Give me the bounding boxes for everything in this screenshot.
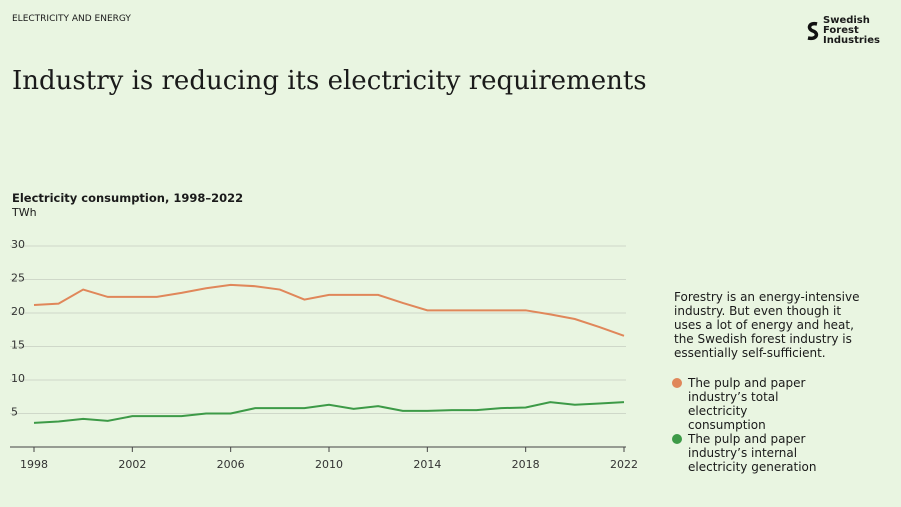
y-tick-label: 25 xyxy=(11,272,25,285)
annotation: Forestry is an energy-intensive industry… xyxy=(674,290,860,360)
chart: 5 10 15 20 25 30 1998 2002 2006 2010 2014 2018 2022 xyxy=(10,238,638,471)
legend-item: The pulp and paper industry’s total elec… xyxy=(672,376,858,432)
y-axis-label: TWh xyxy=(12,206,37,219)
logo: Swedish Forest Industries xyxy=(805,16,893,46)
legend-swatch xyxy=(672,434,682,444)
legend-label: The pulp and paper industry’s total elec… xyxy=(688,376,806,432)
legend-item: The pulp and paper industry’s internal e… xyxy=(672,432,858,474)
y-tick-label: 30 xyxy=(11,238,25,251)
x-tick-label: 2014 xyxy=(413,458,441,471)
slide-title: Industry is reducing its electricity req… xyxy=(12,66,647,96)
series-line xyxy=(33,401,625,424)
x-tick-label: 2018 xyxy=(512,458,540,471)
legend-label: The pulp and paper industry’s internal e… xyxy=(688,432,817,474)
y-tick-label: 5 xyxy=(11,406,18,419)
chart-title: Electricity consumption, 1998–2022 xyxy=(12,191,244,205)
y-tick-label: 15 xyxy=(11,339,25,352)
y-tick-label: 20 xyxy=(11,305,25,318)
x-tick-label: 2006 xyxy=(217,458,245,471)
x-tick-label: 2002 xyxy=(118,458,146,471)
series-line xyxy=(33,283,625,337)
legend-swatch xyxy=(672,378,682,388)
logo-text: Swedish Forest Industries xyxy=(823,15,880,46)
x-tick-label: 2010 xyxy=(315,458,343,471)
logo-icon xyxy=(807,21,819,41)
x-tick-label: 2022 xyxy=(610,458,638,471)
y-tick-label: 10 xyxy=(11,372,25,385)
section-label: ELECTRICITY AND ENERGY xyxy=(12,14,131,24)
x-tick-label: 1998 xyxy=(20,458,48,471)
